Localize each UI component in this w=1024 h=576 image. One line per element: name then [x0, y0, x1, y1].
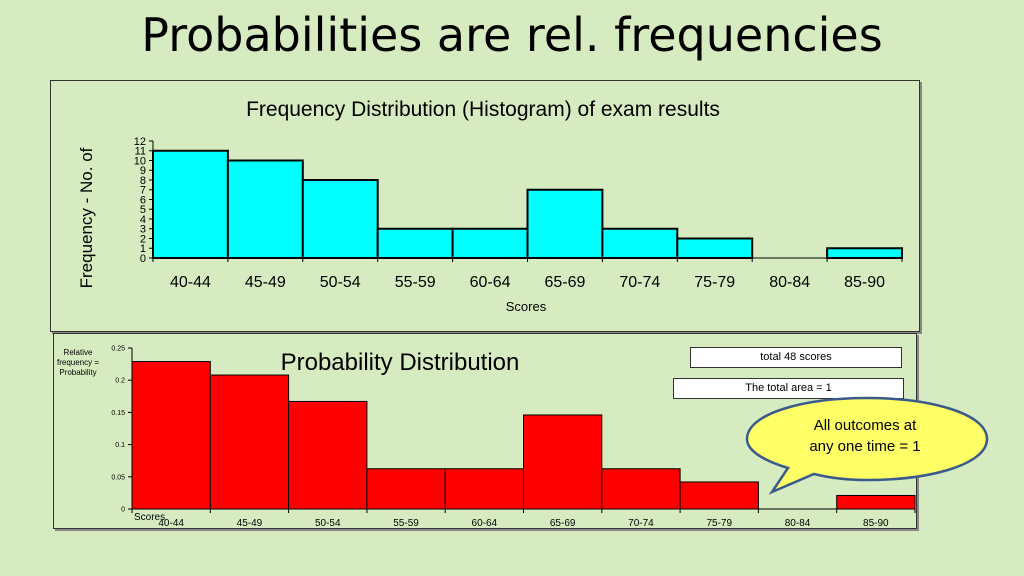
prob-x-tick-label: 50-54 [315, 518, 341, 529]
freq-bar [826, 247, 903, 259]
callout-text: All outcomes at any one time = 1 [760, 415, 970, 457]
prob-bar [444, 468, 525, 510]
frequency-x-axis-label: Scores [506, 299, 547, 314]
freq-y-tick-label: 1 [140, 243, 146, 255]
freq-bar [152, 149, 229, 259]
prob-x-tick-label: 75-79 [706, 518, 732, 529]
freq-x-tick-label: 40-44 [170, 274, 211, 291]
prob-bar [601, 468, 681, 510]
freq-y-tick-label: 8 [140, 175, 146, 187]
freq-x-tick-label: 65-69 [544, 274, 585, 291]
callout-bubble [745, 396, 989, 495]
prob-y-tick-label: 0 [121, 506, 125, 513]
freq-y-tick-label: 7 [140, 185, 146, 197]
total-scores-note: total 48 scores [690, 347, 902, 368]
freq-y-tick-label: 5 [140, 204, 146, 216]
prob-x-tick-label: 60-64 [472, 518, 498, 529]
freq-y-tick-label: 12 [134, 136, 146, 148]
callout-shape [745, 396, 989, 495]
prob-x-tick-label: 65-69 [550, 518, 576, 529]
freq-bar [226, 159, 304, 259]
prob-bar [209, 374, 290, 510]
prob-y-tick-label: 0.25 [111, 345, 125, 352]
prob-bar [679, 481, 759, 510]
freq-x-tick-label: 60-64 [470, 274, 511, 291]
prob-bar [366, 468, 446, 510]
freq-x-tick-label: 80-84 [769, 274, 810, 291]
freq-y-tick-label: 4 [140, 214, 146, 226]
total-area-note: The total area = 1 [673, 378, 904, 399]
freq-x-tick-label: 45-49 [245, 274, 286, 291]
freq-y-tick-label: 2 [140, 233, 146, 245]
prob-bar [523, 414, 603, 510]
frequency-y-axis-label: Frequency - No. of [77, 147, 96, 288]
prob-x-tick-label: 80-84 [785, 518, 811, 529]
freq-x-tick-label: 75-79 [694, 274, 735, 291]
probability-x-axis-label: Scores [134, 512, 165, 523]
prob-bar [288, 400, 368, 510]
frequency-chart-title: Frequency Distribution (Histogram) of ex… [246, 98, 720, 121]
freq-bar [526, 188, 604, 259]
freq-y-tick-label: 6 [140, 194, 146, 206]
prob-x-tick-label: 70-74 [628, 518, 654, 529]
freq-x-tick-label: 55-59 [395, 274, 436, 291]
prob-bar [836, 494, 916, 510]
callout-line-1: All outcomes at [813, 417, 917, 434]
freq-x-tick-label: 85-90 [844, 274, 885, 291]
freq-x-tick-label: 50-54 [320, 274, 361, 291]
freq-bar [301, 179, 379, 259]
probability-y-axis-label-line-1: Relative [64, 348, 93, 357]
freq-y-tick-label: 11 [135, 146, 146, 158]
freq-y-tick-label: 10 [134, 155, 146, 167]
freq-y-tick-label: 0 [140, 253, 146, 265]
freq-y-tick-label: 3 [140, 224, 146, 236]
freq-bar [676, 237, 754, 259]
prob-x-tick-label: 45-49 [237, 518, 263, 529]
callout-line-2: any one time = 1 [809, 438, 921, 455]
slide-title: Probabilities are rel. frequencies [141, 8, 883, 62]
probability-chart-title: Probability Distribution [281, 349, 520, 376]
prob-y-tick-label: 0.1 [115, 442, 125, 449]
freq-x-tick-label: 70-74 [619, 274, 660, 291]
prob-x-tick-label: 40-44 [158, 518, 184, 529]
prob-x-tick-label: 55-59 [393, 518, 419, 529]
prob-y-tick-label: 0.05 [111, 474, 125, 481]
prob-y-tick-label: 0.15 [111, 410, 125, 417]
prob-x-tick-label: 85-90 [863, 518, 889, 529]
probability-y-axis-label-line-2: frequency = [57, 358, 99, 367]
prob-y-tick-label: 0.2 [115, 378, 125, 385]
prob-bar [131, 361, 211, 510]
freq-y-tick-label: 9 [140, 165, 146, 177]
probability-y-axis-label-line-3: Probability [59, 368, 96, 377]
